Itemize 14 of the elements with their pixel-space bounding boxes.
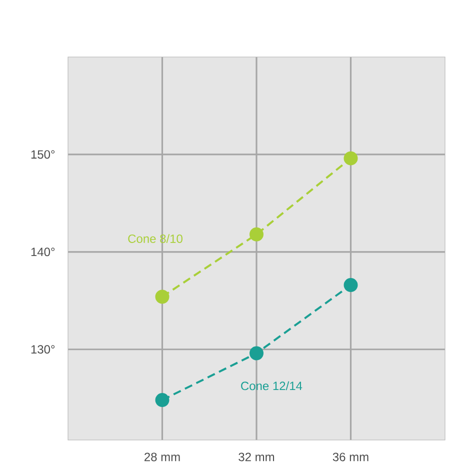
point [344, 278, 358, 292]
x-tick-label: 28 mm [144, 452, 180, 462]
y-tick-label: 130° [31, 345, 55, 354]
text: Cone 8/10 [128, 234, 182, 243]
point [250, 346, 264, 360]
point [155, 290, 170, 304]
x-tick-label: 32 mm [238, 452, 274, 462]
y-tick-label: 140° [31, 248, 55, 256]
point [250, 227, 264, 242]
x-tick-label: 36 mm [332, 452, 368, 462]
point [344, 151, 358, 166]
series-label: Cone 12/14 [241, 381, 302, 390]
point [155, 393, 170, 408]
y-tick-label: 150° [31, 150, 55, 159]
